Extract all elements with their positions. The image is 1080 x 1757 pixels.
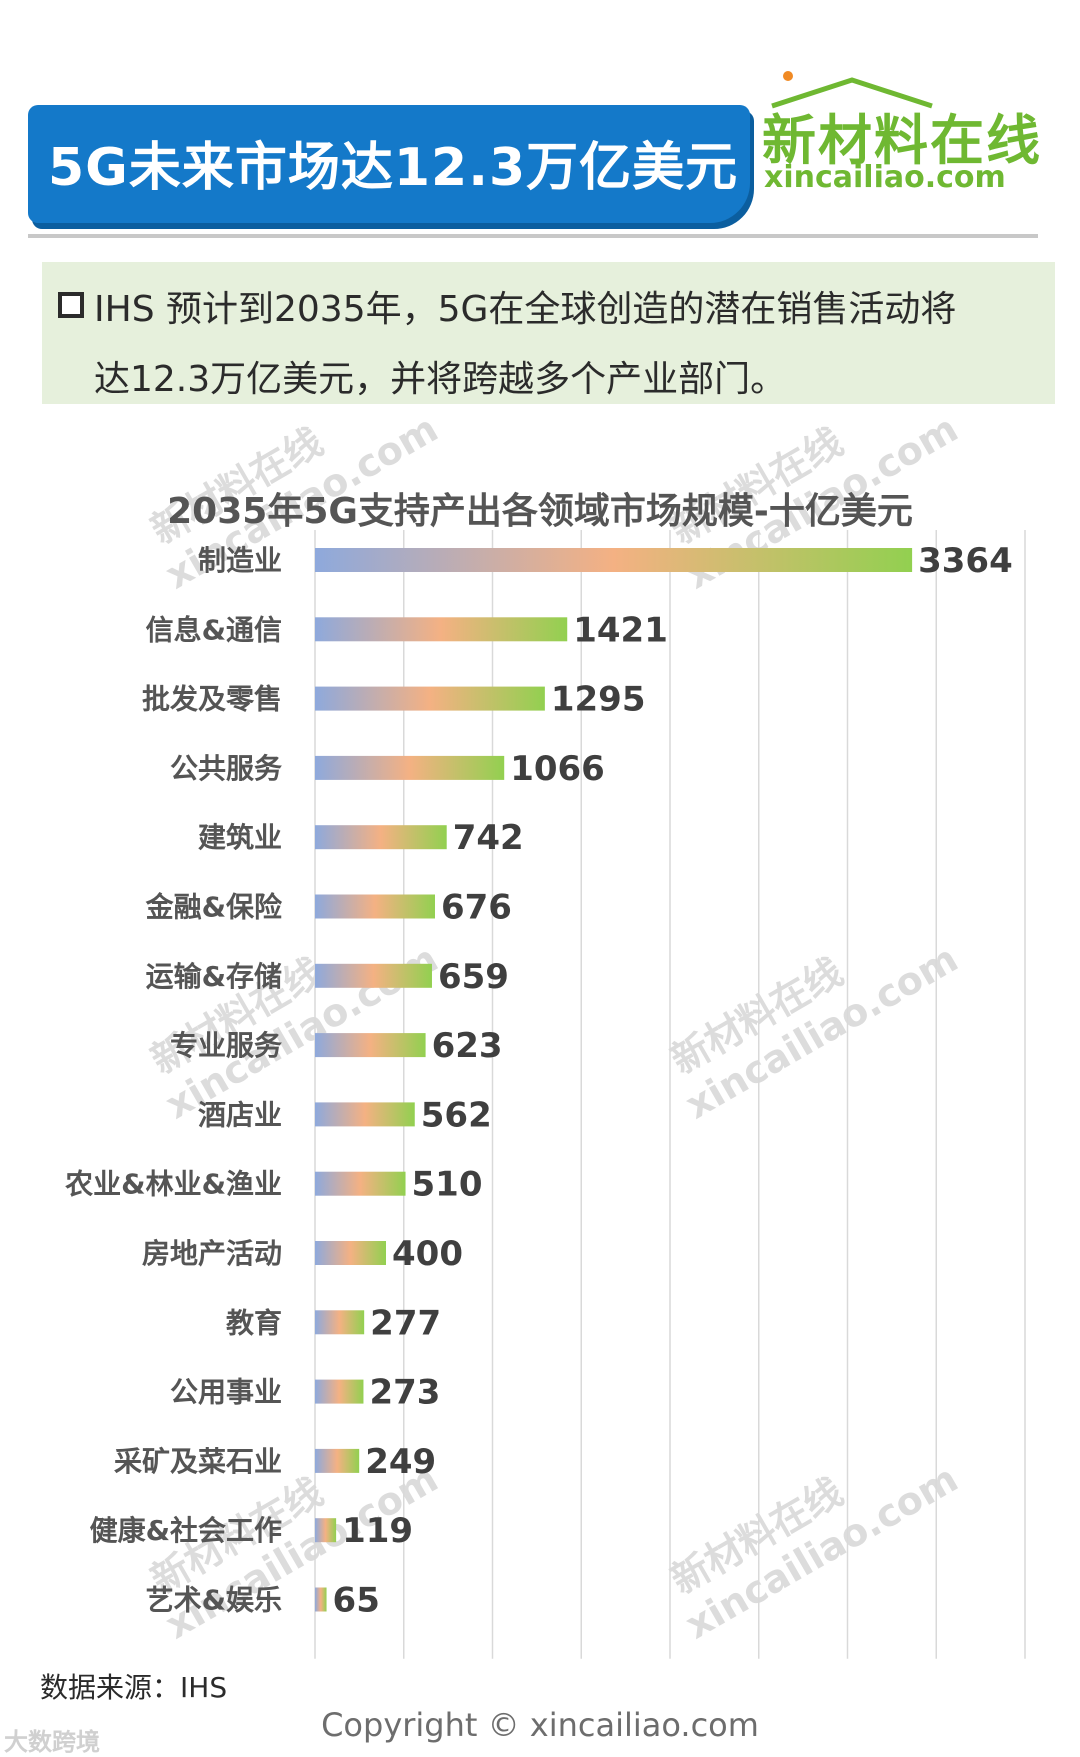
bullet-square-icon <box>58 292 84 318</box>
summary-note: IHS 预计到2035年，5G在全球创造的潜在销售活动将 达12.3万亿美元，并… <box>42 262 1055 404</box>
note-line-2: 达12.3万亿美元，并将跨越多个产业部门。 <box>94 359 787 400</box>
house-roof-icon <box>771 71 933 109</box>
data-label: 623 <box>432 1026 503 1066</box>
category-label: 运输&存储 <box>146 960 282 993</box>
page-title: 5G未来市场达12.3万亿美元 <box>48 138 739 198</box>
category-label: 采矿及菜石业 <box>114 1445 282 1478</box>
data-label: 1421 <box>573 610 668 650</box>
category-label: 公用事业 <box>170 1376 282 1409</box>
brand-url: xincailiao.com <box>764 160 1006 195</box>
corner-watermark: 大数跨境 <box>4 1728 100 1756</box>
title-banner: 5G未来市场达12.3万亿美元 <box>28 105 750 223</box>
category-label: 健康&社会工作 <box>90 1514 282 1547</box>
bar <box>315 1518 337 1543</box>
bar <box>315 617 568 642</box>
category-label: 农业&林业&渔业 <box>64 1168 282 1201</box>
brand-logo: 新材料在线 xincailiao.com <box>762 70 1062 200</box>
data-label: 1066 <box>510 749 605 789</box>
data-label: 277 <box>370 1303 441 1343</box>
bar-chart: 制造业 3364 信息&通信 1421 批发及零售 1295 公共服务 1066 建筑业 742 金… <box>64 530 1026 1659</box>
brand-name: 新材料在线 <box>762 109 1042 172</box>
copyright: Copyright © xincailiao.com <box>321 1706 759 1744</box>
data-label: 562 <box>421 1095 492 1135</box>
bar <box>315 1310 365 1335</box>
data-label: 1295 <box>551 680 646 720</box>
bar <box>315 1448 360 1473</box>
data-label: 3364 <box>918 541 1013 581</box>
bar <box>315 825 447 850</box>
data-label: 65 <box>333 1581 380 1621</box>
category-label: 制造业 <box>198 544 282 577</box>
category-label: 教育 <box>226 1306 282 1339</box>
bar <box>315 963 432 988</box>
data-label: 249 <box>365 1442 436 1482</box>
divider <box>28 234 1038 238</box>
category-label: 建筑业 <box>198 821 282 854</box>
bar <box>315 1587 327 1612</box>
chart-title: 2035年5G支持产出各领域市场规模-十亿美元 <box>167 491 913 532</box>
bar <box>315 686 545 711</box>
data-label: 659 <box>438 957 509 997</box>
note-line-1: IHS 预计到2035年，5G在全球创造的潜在销售活动将 <box>94 289 957 330</box>
data-label: 273 <box>369 1373 440 1413</box>
bar <box>315 548 913 572</box>
data-source: 数据来源：IHS <box>40 1671 228 1704</box>
bar <box>315 1171 406 1196</box>
bar <box>315 894 435 919</box>
data-label: 119 <box>342 1511 413 1551</box>
bar <box>315 1033 426 1058</box>
category-label: 批发及零售 <box>142 683 282 716</box>
category-label: 房地产活动 <box>142 1237 282 1270</box>
data-label: 400 <box>392 1234 463 1274</box>
bar <box>315 1102 415 1127</box>
bar <box>315 755 505 780</box>
data-label: 676 <box>441 888 512 928</box>
data-label: 742 <box>453 818 524 858</box>
category-label: 专业服务 <box>170 1029 282 1062</box>
bar <box>315 1379 364 1404</box>
bar <box>315 1241 386 1265</box>
category-label: 信息&通信 <box>146 613 282 646</box>
category-label: 酒店业 <box>198 1098 282 1131</box>
data-label: 510 <box>412 1165 483 1205</box>
category-label: 公共服务 <box>170 752 282 785</box>
category-label: 艺术&娱乐 <box>146 1584 282 1617</box>
category-label: 金融&保险 <box>145 891 283 924</box>
